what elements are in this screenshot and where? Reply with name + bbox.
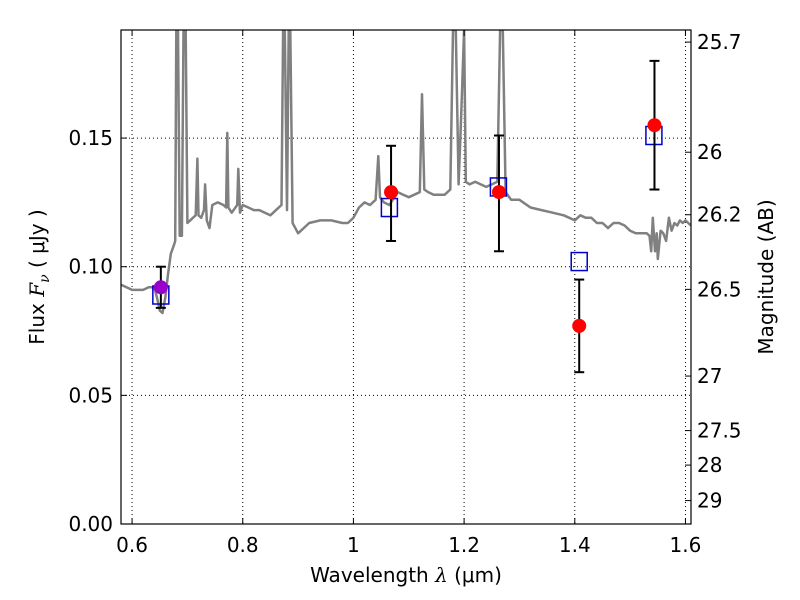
right-tick-label: 27.5: [697, 419, 742, 443]
y-axis-title-unit: ( μJy ): [25, 209, 49, 274]
y-tick-label: 0.15: [68, 126, 113, 150]
x-tick-label: 1: [347, 533, 360, 557]
data-point: [491, 185, 506, 200]
axes-frame: [120, 29, 692, 525]
right-tick-label: 28: [697, 453, 722, 477]
x-axis-title-prefix: Wavelength: [310, 563, 435, 587]
data-point: [384, 185, 399, 200]
right-tick-label: 26.2: [697, 203, 742, 227]
x-tick-label: 0.8: [227, 533, 259, 557]
data-point: [647, 118, 662, 133]
x-tick-label: 1.2: [448, 533, 480, 557]
grid-lines: [121, 30, 691, 525]
right-tick-label: 29: [697, 489, 722, 513]
x-axis-title: Wavelength λ (μm): [310, 563, 502, 587]
y-axis-title-prefix: Flux: [25, 297, 49, 345]
y-axis-title-subscript: ν: [37, 274, 53, 283]
y-axis-title-symbol: F: [25, 282, 49, 298]
x-tick-label: 0.6: [116, 533, 148, 557]
right-tick-label: 25.7: [697, 30, 742, 54]
y-axis-title: Flux Fν ( μJy ): [25, 209, 53, 344]
plot-area: [121, 30, 691, 374]
y-tick-label: 0.05: [68, 383, 113, 407]
right-tick-label: 27: [697, 364, 722, 388]
axis-labels: Wavelength λ (μm) Flux Fν ( μJy ) Magnitud…: [25, 199, 778, 587]
series-group: [121, 30, 691, 374]
right-axis-title: Magnitude (AB): [754, 199, 778, 354]
y-tick-label: 0.10: [68, 255, 113, 279]
model-square-marker: [570, 251, 588, 272]
data-point: [153, 280, 168, 295]
data-point: [572, 318, 587, 333]
x-tick-label: 1.6: [670, 533, 702, 557]
spectrum-line: [121, 30, 691, 315]
axes-border: [120, 29, 692, 525]
y-tick-label: 0.00: [68, 512, 113, 536]
ticks: 0.6 0.8 1 1.2 1.4 1.6 0.00 0.05 0.10 0.15 25.7 26 26…: [68, 30, 742, 557]
x-tick-label: 1.4: [559, 533, 591, 557]
right-tick-label: 26: [697, 140, 722, 164]
x-axis-title-symbol: λ: [434, 563, 448, 587]
x-axis-title-unit: (μm): [448, 563, 502, 587]
right-tick-label: 26.5: [697, 277, 742, 301]
